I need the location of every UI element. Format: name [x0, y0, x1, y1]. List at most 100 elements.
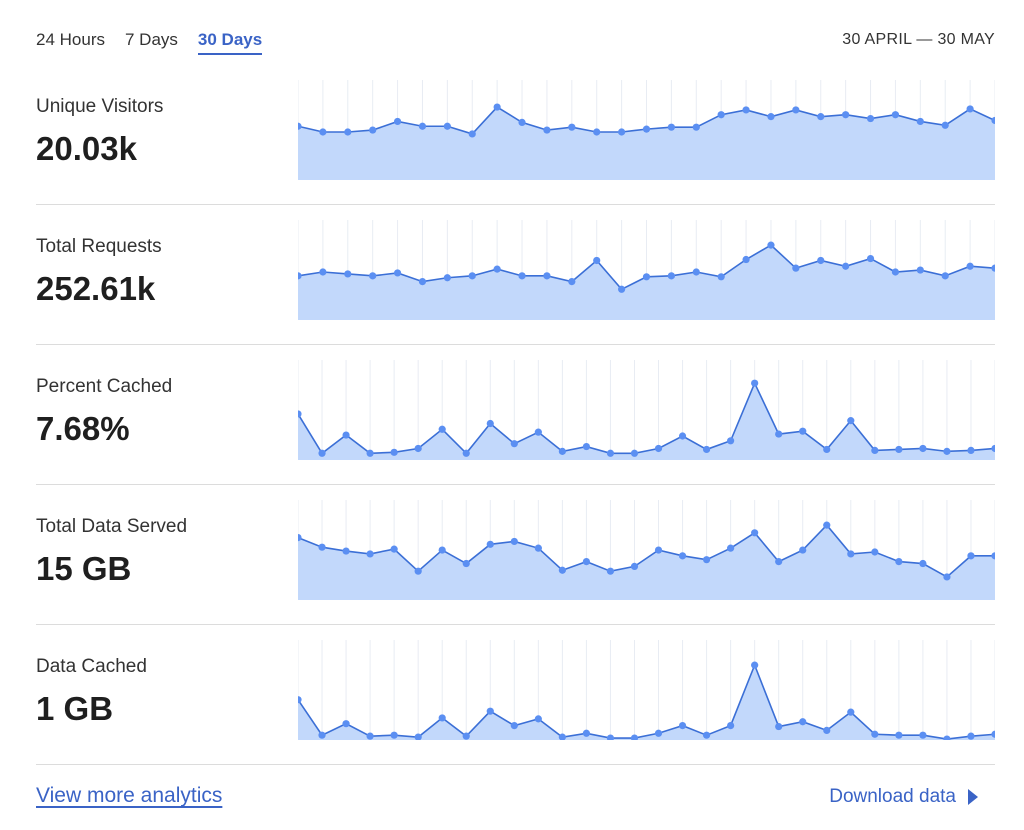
chart-point[interactable]: [847, 550, 855, 558]
chart-point[interactable]: [298, 272, 302, 280]
download-data-button[interactable]: Download data: [829, 786, 978, 808]
chart-point[interactable]: [606, 449, 615, 457]
chart-point[interactable]: [775, 558, 783, 566]
chart-point[interactable]: [510, 722, 518, 730]
chart-point[interactable]: [742, 106, 750, 114]
chart-point[interactable]: [919, 444, 927, 453]
chart-point[interactable]: [582, 442, 591, 451]
chart-point[interactable]: [369, 272, 377, 280]
chart-point[interactable]: [630, 449, 639, 457]
chart-point[interactable]: [443, 122, 451, 130]
chart-point[interactable]: [438, 714, 446, 722]
chart-point[interactable]: [751, 529, 759, 537]
chart-point[interactable]: [871, 730, 879, 738]
chart-point[interactable]: [342, 547, 350, 555]
chart-point[interactable]: [991, 444, 995, 453]
chart-point[interactable]: [486, 707, 494, 715]
chart-point[interactable]: [751, 379, 759, 387]
chart-point[interactable]: [678, 432, 687, 440]
chart-point[interactable]: [418, 122, 427, 130]
chart-point[interactable]: [966, 105, 974, 113]
chart-point[interactable]: [871, 446, 879, 454]
chart-point[interactable]: [630, 734, 639, 740]
chart-point[interactable]: [692, 268, 700, 276]
chart-point[interactable]: [510, 537, 518, 546]
chart-point[interactable]: [390, 448, 398, 456]
chart-point[interactable]: [866, 114, 875, 123]
chart-point[interactable]: [443, 274, 451, 282]
chart-point[interactable]: [318, 543, 326, 551]
chart-point[interactable]: [817, 256, 825, 265]
chart-point[interactable]: [344, 128, 352, 136]
chart-point[interactable]: [534, 544, 542, 552]
chart-point[interactable]: [823, 445, 831, 454]
chart-point[interactable]: [823, 726, 831, 734]
chart-point[interactable]: [678, 552, 687, 560]
chart-point[interactable]: [792, 264, 800, 272]
chart-point[interactable]: [767, 241, 775, 249]
chart-point[interactable]: [582, 729, 591, 737]
chart-point[interactable]: [342, 431, 350, 439]
chart-point[interactable]: [462, 559, 470, 568]
chart-point[interactable]: [543, 126, 551, 134]
chart-point[interactable]: [991, 264, 995, 272]
chart-point[interactable]: [967, 446, 975, 454]
chart-point[interactable]: [319, 128, 327, 136]
chart-point[interactable]: [593, 256, 601, 265]
chart-point[interactable]: [493, 103, 501, 111]
chart-point[interactable]: [667, 272, 675, 280]
tab-30-days[interactable]: 30 Days: [197, 30, 263, 55]
chart-point[interactable]: [916, 266, 924, 274]
chart-point[interactable]: [717, 111, 725, 119]
chart-point[interactable]: [966, 262, 974, 270]
chart-point[interactable]: [678, 722, 687, 730]
chart-point[interactable]: [366, 550, 374, 558]
chart-point[interactable]: [842, 111, 850, 119]
chart-point[interactable]: [414, 444, 422, 453]
chart-point[interactable]: [799, 718, 807, 726]
chart-point[interactable]: [692, 123, 700, 131]
chart-point[interactable]: [618, 128, 626, 136]
chart-point[interactable]: [606, 567, 615, 575]
chart-point[interactable]: [941, 272, 949, 280]
chart-point[interactable]: [895, 558, 903, 566]
chart-point[interactable]: [298, 696, 302, 704]
chart-point[interactable]: [775, 430, 783, 438]
chart-point[interactable]: [486, 419, 494, 428]
chart-point[interactable]: [799, 427, 807, 435]
chart-point[interactable]: [727, 722, 735, 730]
chart-point[interactable]: [895, 445, 903, 454]
tab-24-hours[interactable]: 24 Hours: [36, 30, 105, 49]
chart-point[interactable]: [568, 123, 576, 131]
chart-point[interactable]: [462, 449, 470, 457]
chart-point[interactable]: [298, 410, 302, 418]
chart-point[interactable]: [369, 126, 377, 134]
chart-point[interactable]: [318, 731, 326, 739]
chart-point[interactable]: [742, 255, 750, 264]
chart-point[interactable]: [642, 273, 651, 281]
chart-point[interactable]: [642, 125, 651, 133]
chart-point[interactable]: [702, 731, 711, 739]
chart-point[interactable]: [943, 735, 951, 740]
chart-point[interactable]: [895, 731, 903, 739]
chart-point[interactable]: [991, 730, 995, 738]
chart-point[interactable]: [390, 731, 398, 739]
tab-7-days[interactable]: 7 Days: [124, 30, 178, 49]
chart-point[interactable]: [919, 731, 927, 739]
chart-point[interactable]: [486, 540, 494, 548]
chart-point[interactable]: [767, 113, 775, 121]
chart-point[interactable]: [298, 122, 302, 130]
chart-point[interactable]: [510, 440, 518, 448]
chart-point[interactable]: [462, 732, 470, 740]
chart-point[interactable]: [702, 556, 711, 564]
chart-point[interactable]: [847, 708, 855, 716]
chart-point[interactable]: [414, 567, 422, 575]
chart-point[interactable]: [342, 720, 350, 728]
chart-point[interactable]: [558, 733, 566, 740]
chart-point[interactable]: [991, 116, 995, 125]
chart-point[interactable]: [534, 428, 542, 436]
chart-point[interactable]: [493, 265, 501, 273]
chart-point[interactable]: [943, 447, 951, 455]
chart-point[interactable]: [393, 269, 402, 277]
chart-point[interactable]: [438, 546, 446, 554]
